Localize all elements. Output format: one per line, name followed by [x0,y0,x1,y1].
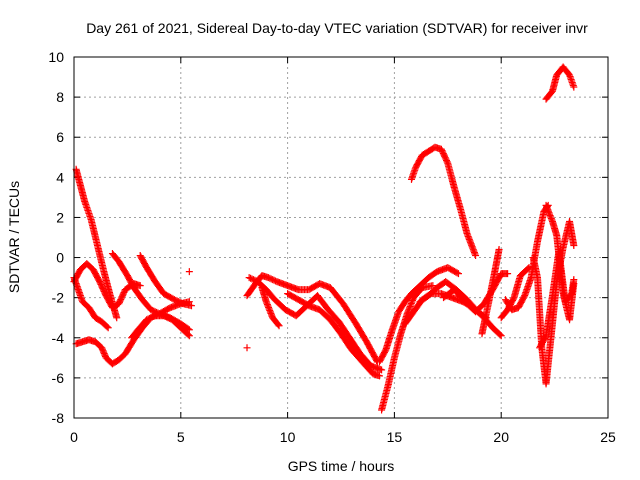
data-point [187,302,195,310]
data-point [185,268,193,276]
x-tick-label: 10 [280,429,296,445]
data-point [104,324,112,332]
data-point [429,282,437,290]
y-tick-label: 8 [56,89,64,105]
x-tick-label: 20 [493,429,509,445]
data-points [70,63,578,414]
data-point [570,280,578,288]
data-point [570,242,578,250]
data-point [496,331,504,339]
x-tick-label: 0 [70,429,78,445]
y-tick-label: -6 [52,370,65,386]
grid [74,57,608,418]
data-point [185,332,193,340]
y-axis-label: SDTVAR / TECUs [6,181,22,293]
data-point [243,344,251,352]
data-point [495,246,503,254]
data-point [375,372,383,380]
data-point [504,270,512,278]
x-tick-label: 25 [600,429,616,445]
y-tick-label: 4 [56,169,64,185]
data-point [497,332,505,340]
axis-ticks: 0 5 10 15 20 25 -8 -6 -4 -2 0 2 4 6 8 10 [48,49,616,445]
data-point [454,270,462,278]
x-tick-label: 15 [387,429,403,445]
data-point [185,326,193,334]
data-point [525,264,533,272]
data-point [453,269,461,277]
data-point [103,323,111,331]
data-point [113,314,121,322]
data-point [472,252,480,260]
y-tick-label: -2 [52,290,65,306]
chart-title: Day 261 of 2021, Sidereal Day-to-day VTE… [86,20,588,36]
plot-frame [73,56,609,419]
y-tick-label: 10 [48,49,64,65]
y-tick-label: -4 [52,330,65,346]
data-point [378,366,386,374]
y-tick-label: 6 [56,129,64,145]
data-point [184,331,192,339]
data-point [275,322,283,330]
x-tick-label: 5 [177,429,185,445]
y-tick-label: -8 [52,410,65,426]
data-point [136,282,144,290]
x-axis-label: GPS time / hours [288,458,395,474]
data-point [570,83,578,91]
data-point [274,321,282,329]
y-tick-label: 0 [56,250,64,266]
y-tick-label: 2 [56,209,64,225]
